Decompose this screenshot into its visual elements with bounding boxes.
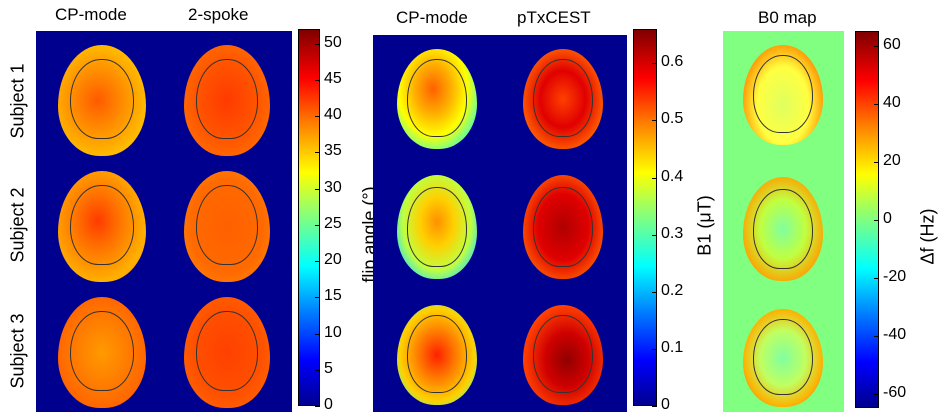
panel1-title-cp-mode: CP-mode [55, 5, 127, 24]
colorbar-tick-mark [652, 348, 657, 350]
colorbar-b0-label: Δf (Hz) [917, 208, 938, 265]
colorbar-tick-label: -60 [883, 383, 907, 401]
colorbar-tick-mark [874, 393, 879, 395]
panel2-image-grid [373, 35, 627, 412]
colorbar-tick-label: 0.2 [661, 281, 684, 299]
colorbar-tick-mark [315, 79, 320, 81]
colorbar-tick-label: 30 [324, 178, 342, 196]
colorbar-tick-label: 0.4 [661, 167, 684, 185]
colorbar-tick-mark [874, 103, 879, 105]
colorbar-tick-label: 0.3 [661, 224, 684, 242]
colorbar-tick-mark [652, 291, 657, 293]
colorbar-tick-mark [652, 177, 657, 179]
row-label-subject-1: Subject 1 [7, 63, 28, 139]
brain-outline [196, 185, 258, 265]
colorbar-tick-label: 45 [324, 69, 342, 87]
colorbar-tick-mark [874, 277, 879, 279]
colorbar-tick-label: 0 [883, 209, 892, 227]
colorbar-tick-mark [874, 219, 879, 221]
brain-outline [70, 59, 134, 139]
colorbar-tick-mark [315, 43, 320, 45]
panel2-title-ptxcest: pTxCEST [517, 8, 591, 27]
colorbar-tick-label: 10 [324, 323, 342, 341]
colorbar-tick-mark [652, 120, 657, 122]
brain-outline [196, 59, 258, 139]
colorbar-tick-mark [315, 297, 320, 299]
row-label-subject-3: Subject 3 [7, 313, 28, 389]
colorbar-tick-label: 20 [324, 251, 342, 268]
colorbar-tick-label: 15 [324, 287, 342, 305]
colorbar-tick-label: 50 [324, 33, 342, 51]
panel1-title-2-spoke: 2-spoke [188, 5, 249, 24]
colorbar-tick-mark [652, 63, 657, 65]
colorbar-tick-mark [874, 335, 879, 337]
brain-outline [70, 311, 134, 391]
row-label-subject-2: Subject 2 [7, 187, 28, 263]
colorbar-tick-mark [315, 188, 320, 190]
colorbar-tick-mark [874, 161, 879, 163]
colorbar-tick-label: 40 [883, 93, 901, 111]
brain-outline [407, 187, 467, 267]
panel3-image [723, 31, 844, 412]
colorbar-tick-mark [315, 224, 320, 226]
colorbar-b1-label: B1 (μT) [694, 195, 715, 256]
colorbar-tick-mark [315, 152, 320, 154]
brain-outline [753, 189, 813, 269]
colorbar-tick-mark [652, 234, 657, 236]
brain-outline [407, 315, 467, 393]
colorbar-tick-label: 35 [324, 142, 342, 160]
colorbar-tick-mark [315, 116, 320, 117]
colorbar-b1 [633, 29, 657, 406]
colorbar-tick-mark [874, 45, 879, 47]
brain-outline [70, 185, 134, 265]
colorbar-tick-label: -40 [883, 325, 907, 343]
colorbar-tick-label: 0 [661, 396, 670, 413]
brain-outline [533, 187, 593, 267]
colorbar-tick-mark [315, 369, 320, 371]
colorbar-flip-angle [298, 29, 320, 406]
panel2-title-cp-mode: CP-mode [396, 8, 468, 27]
brain-outline [753, 55, 813, 133]
colorbar-tick-label: -20 [883, 267, 907, 285]
colorbar-tick-label: 60 [883, 35, 901, 53]
panel3-title-b0-map: B0 map [758, 8, 817, 27]
colorbar-tick-label: 40 [324, 106, 342, 123]
colorbar-tick-mark [315, 333, 320, 335]
colorbar-tick-mark [315, 406, 320, 407]
brain-outline [533, 59, 593, 137]
colorbar-tick-label: 0.5 [661, 110, 684, 128]
colorbar-tick-label: 25 [324, 214, 342, 232]
brain-outline [196, 311, 258, 391]
colorbar-tick-mark [652, 406, 657, 407]
brain-outline [407, 59, 467, 137]
colorbar-tick-label: 20 [883, 151, 901, 169]
panel1-image-grid [36, 31, 292, 412]
colorbar-tick-label: 0.1 [661, 338, 684, 356]
colorbar-tick-label: 0.6 [661, 53, 684, 71]
colorbar-tick-mark [315, 261, 320, 262]
brain-outline [753, 319, 813, 395]
colorbar-tick-label: 5 [324, 359, 333, 377]
colorbar-tick-label: 0 [324, 396, 333, 413]
brain-outline [533, 315, 593, 393]
